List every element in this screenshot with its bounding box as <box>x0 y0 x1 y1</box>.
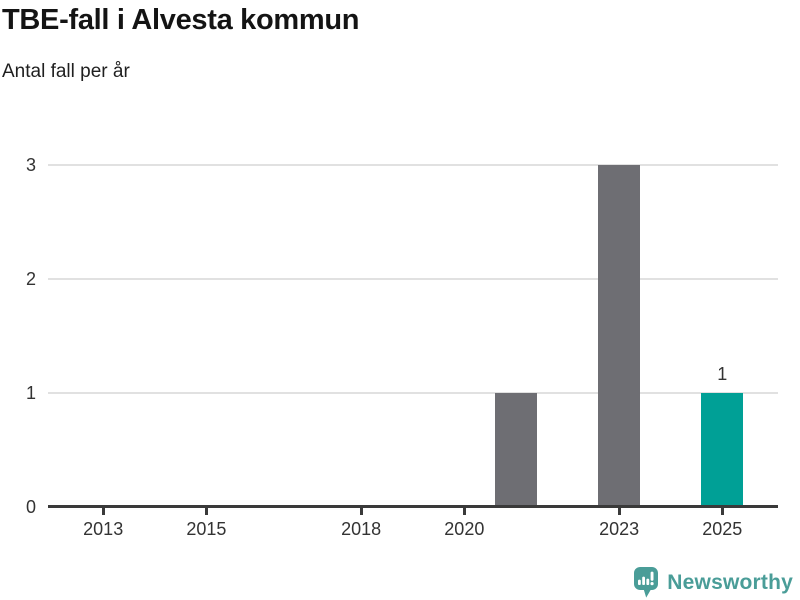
bar-2023 <box>598 165 641 507</box>
newsworthy-logo-text: Newsworthy <box>667 570 793 594</box>
x-axis-tick <box>359 508 363 515</box>
x-axis-tick <box>462 508 466 515</box>
y-axis-tick-label: 3 <box>25 155 36 176</box>
x-axis-tick-label: 2020 <box>444 519 485 539</box>
x-axis-tick-label: 2013 <box>83 519 124 539</box>
gridline <box>48 164 778 167</box>
y-axis-tick-label: 2 <box>25 269 36 290</box>
y-axis-tick-label: 0 <box>25 497 36 517</box>
x-axis-line <box>48 505 778 508</box>
x-axis-tick-label: 2015 <box>186 519 227 539</box>
bar-2025 <box>701 393 744 507</box>
x-axis-tick <box>617 508 621 515</box>
chart-title: TBE-fall i Alvesta kommun <box>2 4 360 36</box>
gridline <box>48 392 778 395</box>
x-axis-tick-label: 2023 <box>599 519 640 539</box>
x-axis-tick <box>720 508 724 515</box>
chart-subtitle: Antal fall per år <box>2 61 130 82</box>
newsworthy-logo: Newsworthy <box>634 567 793 598</box>
newsworthy-logo-icon <box>634 567 659 598</box>
y-axis-tick-label: 1 <box>25 383 36 404</box>
x-axis-tick <box>204 508 208 515</box>
bar-value-label: 1 <box>717 364 728 385</box>
x-axis-tick-label: 2018 <box>341 519 382 539</box>
gridline <box>48 278 778 281</box>
bar-2021 <box>494 393 537 507</box>
x-axis-tick-label: 2025 <box>702 519 743 539</box>
x-axis-tick <box>101 508 105 515</box>
